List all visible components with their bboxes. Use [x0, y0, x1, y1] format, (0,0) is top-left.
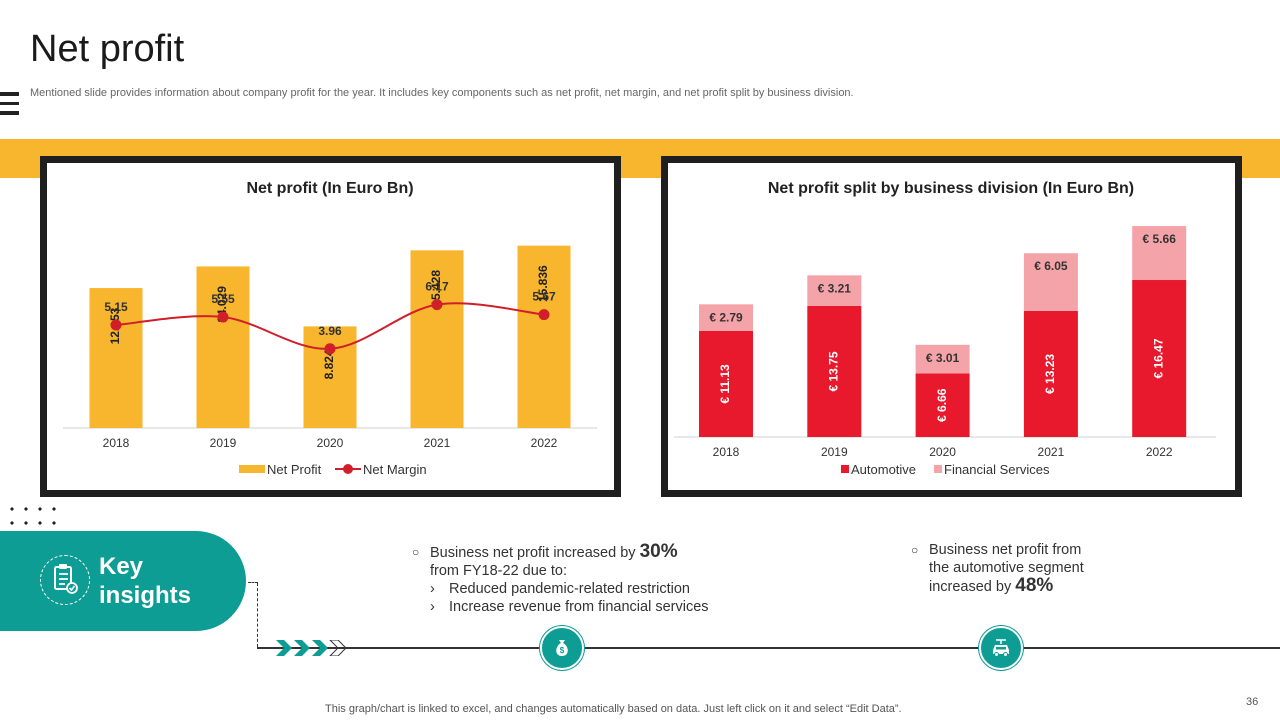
data-label-automotive-2019: € 13.75	[826, 351, 840, 391]
insight2-line2: the automotive segment	[929, 560, 1084, 576]
legend-swatch-automotive	[841, 465, 849, 473]
legend-label-net-profit: Net Profit	[267, 462, 322, 477]
data-label-net-margin-2020: 3.96	[318, 324, 342, 338]
point-net-margin-2019	[217, 311, 229, 323]
tick-label-2019: 2019	[821, 445, 848, 459]
bar-net-profit-2021	[410, 250, 464, 428]
bar-financial-services-2022	[1132, 226, 1187, 281]
svg-text:$: $	[560, 646, 565, 655]
legend-label-net-margin: Net Margin	[363, 462, 427, 477]
data-label-automotive-2022: € 16.47	[1151, 338, 1165, 378]
chevron-right-icon: ›	[430, 581, 435, 597]
insight1-reason-1-text: Reduced pandemic-related restriction	[449, 581, 690, 597]
bar-financial-services-2018	[699, 304, 753, 331]
insight1-line2: from FY18-22 due to:	[430, 563, 568, 579]
menu-icon	[0, 92, 20, 124]
data-label-net-margin-2022: 5.67	[532, 290, 556, 304]
legend-label-financial-services: Financial Services	[944, 462, 1050, 477]
page-subtitle: Mentioned slide provides information abo…	[30, 87, 854, 99]
connector-dashed	[257, 583, 258, 647]
data-label-financial-services-2021: € 6.05	[1034, 259, 1068, 273]
bar-financial-services-2020	[915, 344, 970, 374]
checklist-icon	[40, 555, 90, 605]
data-label-financial-services-2018: € 2.79	[709, 310, 743, 324]
chart-title: Net profit split by business division (I…	[768, 180, 1134, 197]
net-profit-chart-card[interactable]: Net profit (In Euro Bn)12.153201814.0292…	[40, 156, 621, 497]
data-label-automotive-2020: € 6.66	[935, 388, 949, 422]
insight-net-profit: ○ Business net profit increased by 30% f…	[412, 541, 709, 616]
legend-label-automotive: Automotive	[851, 462, 916, 477]
insight1-reason-2-text: Increase revenue from financial services	[449, 599, 709, 615]
bar-automotive-2018	[699, 330, 753, 437]
insight2-line1: Business net profit from	[929, 542, 1082, 558]
page-number: 36	[1246, 696, 1259, 708]
chart-title: Net profit (In Euro Bn)	[246, 180, 413, 197]
data-label-net-profit-2021: 15.428	[429, 270, 443, 307]
bar-automotive-2021	[1023, 310, 1078, 437]
tick-label-2021: 2021	[424, 436, 451, 450]
data-label-financial-services-2019: € 3.21	[818, 281, 852, 295]
tick-label-2018: 2018	[103, 436, 130, 450]
insight1-reason-1: › Reduced pandemic-related restriction	[430, 580, 709, 598]
footer-note: This graph/chart is linked to excel, and…	[325, 703, 902, 715]
legend-swatch-net-margin-dot	[343, 464, 353, 474]
bar-financial-services-2021	[1023, 253, 1078, 311]
division-split-chart[interactable]: Net profit split by business division (I…	[668, 163, 1235, 490]
tick-label-2018: 2018	[713, 445, 740, 459]
data-label-net-profit-2020: 8.824	[322, 349, 336, 379]
bar-net-profit-2019	[196, 266, 250, 428]
data-label-net-profit-2022: 15.836	[536, 265, 550, 302]
data-label-financial-services-2020: € 3.01	[926, 351, 960, 365]
bar-automotive-2019	[807, 305, 862, 437]
tick-label-2022: 2022	[531, 436, 558, 450]
timeline-line	[257, 647, 1280, 649]
tick-label-2021: 2021	[1038, 445, 1065, 459]
insight1-prefix: Business net profit increased by	[430, 545, 640, 561]
tick-label-2020: 2020	[317, 436, 344, 450]
bar-net-profit-2018	[89, 288, 143, 428]
data-label-net-margin-2021: 6.17	[425, 280, 449, 294]
chevrons-icon	[276, 639, 348, 661]
connector-tick	[248, 582, 258, 583]
page-title: Net profit	[30, 28, 185, 70]
bullet-circle-icon: ○	[911, 543, 919, 557]
point-net-margin-2022	[538, 309, 550, 321]
bullet-circle-icon: ○	[412, 545, 420, 559]
insight2-prefix: increased by	[929, 579, 1016, 595]
point-net-margin-2020	[324, 343, 336, 355]
division-split-chart-card[interactable]: Net profit split by business division (I…	[661, 156, 1242, 497]
point-net-margin-2018	[110, 319, 122, 331]
data-label-net-margin-2018: 5.15	[104, 300, 128, 314]
data-label-automotive-2021: € 13.23	[1043, 354, 1057, 394]
insight1-reason-2: › Increase revenue from financial service…	[430, 598, 709, 616]
point-net-margin-2021	[431, 299, 443, 311]
data-label-financial-services-2022: € 5.66	[1143, 232, 1177, 246]
tick-label-2020: 2020	[929, 445, 956, 459]
legend-swatch-net-profit	[239, 465, 265, 473]
car-icon	[979, 626, 1023, 670]
data-label-net-margin-2019: 5.55	[211, 292, 235, 306]
bar-financial-services-2019	[807, 275, 862, 306]
tick-label-2022: 2022	[1146, 445, 1173, 459]
chevron-right-icon: ›	[430, 599, 435, 615]
bar-automotive-2020	[915, 373, 970, 437]
legend-swatch-financial-services	[934, 465, 942, 473]
insight2-value: 48%	[1015, 575, 1054, 596]
tick-label-2019: 2019	[210, 436, 237, 450]
data-label-automotive-2018: € 11.13	[718, 364, 732, 404]
insight1-value: 30%	[639, 541, 678, 562]
insight-automotive: ○ Business net profit from the automotiv…	[911, 541, 1084, 596]
money-bag-icon: $	[540, 626, 584, 670]
net-profit-chart[interactable]: Net profit (In Euro Bn)12.153201814.0292…	[47, 163, 614, 490]
key-insights-heading-line1: Key	[99, 553, 144, 580]
bar-net-profit-2022	[517, 245, 571, 428]
key-insights-heading-line2: insights	[99, 582, 192, 609]
key-insights-heading: Key insights	[99, 552, 191, 610]
bar-automotive-2022	[1132, 280, 1187, 437]
